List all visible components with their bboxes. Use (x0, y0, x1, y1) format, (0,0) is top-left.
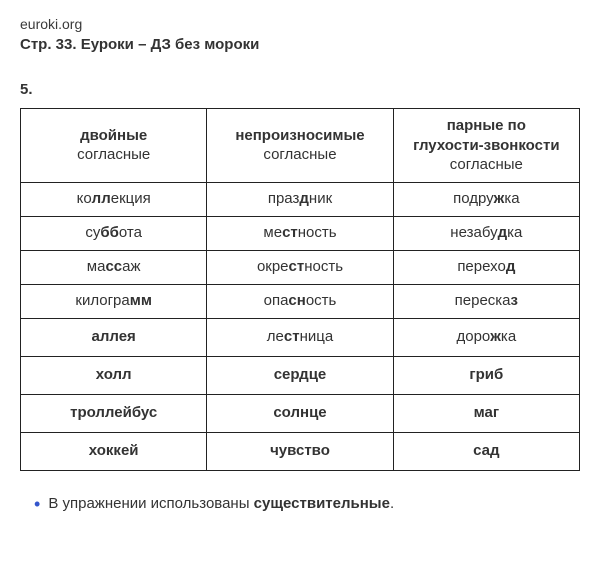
footnote: • В упражнении использованы существительн… (20, 495, 580, 512)
table-row: массажокрестностьпереход (21, 250, 580, 284)
table-cell: лестница (207, 318, 393, 356)
col-header-double: двойные согласные (21, 109, 207, 183)
col-header-silent: непроизносимые согласные (207, 109, 393, 183)
table-cell: окрестность (207, 250, 393, 284)
table-cell: килограмм (21, 284, 207, 318)
col-header-paired: парные по глухости-звонкости согласные (393, 109, 579, 183)
col-header-silent-strong: непроизносимые (235, 127, 364, 144)
col-header-silent-sub: согласные (209, 145, 390, 165)
table-cell: троллейбус (21, 394, 207, 432)
table-cell: переход (393, 250, 579, 284)
table-cell: солнце (207, 394, 393, 432)
table-cell: массаж (21, 250, 207, 284)
footnote-strong: существительные (254, 495, 390, 512)
table-cell: хоккей (21, 432, 207, 470)
table-cell: опасность (207, 284, 393, 318)
breadcrumb: Стр. 33. Еуроки – ДЗ без мороки (20, 36, 580, 53)
table-cell: суббота (21, 216, 207, 250)
site-label: euroki.org (20, 16, 580, 32)
bullet-icon: • (34, 494, 40, 514)
table-body: коллекцияпраздникподружкасубботаместност… (21, 182, 580, 470)
table-cell: дорожка (393, 318, 579, 356)
table-row: хоккейчувствосад (21, 432, 580, 470)
table-cell: местность (207, 216, 393, 250)
table-row: килограммопасностьпересказ (21, 284, 580, 318)
table-header-row: двойные согласные непроизносимые согласн… (21, 109, 580, 183)
col-header-double-sub: согласные (23, 145, 204, 165)
col-header-paired-line1: парные по (447, 117, 526, 134)
consonants-table: двойные согласные непроизносимые согласн… (20, 108, 580, 471)
table-cell: незабудка (393, 216, 579, 250)
table-row: субботаместностьнезабудка (21, 216, 580, 250)
table-cell: пересказ (393, 284, 579, 318)
table-cell: гриб (393, 356, 579, 394)
table-cell: холл (21, 356, 207, 394)
col-header-paired-line2: глухости-звонкости (413, 137, 559, 154)
table-cell: коллекция (21, 182, 207, 216)
table-cell: сад (393, 432, 579, 470)
table-row: коллекцияпраздникподружка (21, 182, 580, 216)
footnote-suffix: . (390, 495, 394, 512)
table-cell: праздник (207, 182, 393, 216)
table-row: аллеялестницадорожка (21, 318, 580, 356)
table-cell: чувство (207, 432, 393, 470)
col-header-paired-sub: согласные (396, 155, 577, 175)
footnote-prefix: В упражнении использованы (48, 495, 253, 512)
table-cell: сердце (207, 356, 393, 394)
table-cell: маг (393, 394, 579, 432)
table-cell: подружка (393, 182, 579, 216)
table-cell: аллея (21, 318, 207, 356)
task-number: 5. (20, 81, 580, 98)
table-row: троллейбуссолнцемаг (21, 394, 580, 432)
col-header-double-strong: двойные (80, 127, 147, 144)
table-row: холлсердцегриб (21, 356, 580, 394)
